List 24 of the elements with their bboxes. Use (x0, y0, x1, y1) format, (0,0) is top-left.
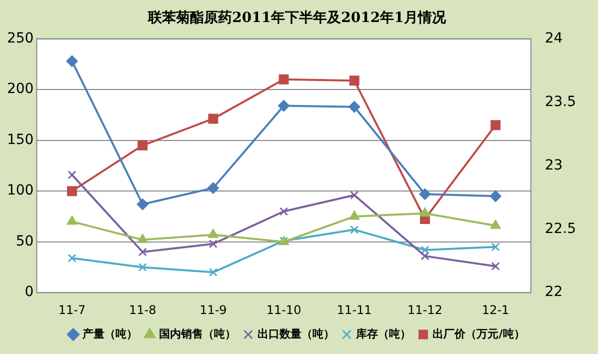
legend-label: 产量（吨） (82, 327, 138, 340)
legend-label: 出厂价（万元/吨） (432, 327, 525, 340)
legend-label: 国内销售（吨） (159, 327, 236, 340)
x-tick-label: 11-7 (58, 302, 86, 317)
legend-label: 库存（吨） (355, 327, 412, 340)
y-tick-label: 100 (6, 182, 34, 199)
y2-tick-label: 22.5 (544, 220, 576, 237)
y-tick-label: 250 (6, 30, 34, 46)
y-tick-label: 150 (6, 132, 34, 148)
y2-tick-label: 22 (544, 284, 563, 300)
y2-tick-label: 24 (544, 30, 563, 46)
chart-title: 联苯菊酯原药2011年下半年及2012年1月情况 (147, 10, 447, 26)
x-tick-label: 12-1 (482, 302, 510, 317)
x-tick-label: 11-12 (408, 302, 442, 317)
y-tick-label: 0 (24, 284, 34, 300)
x-tick-label: 11-10 (266, 302, 302, 317)
y-tick-label: 50 (16, 233, 34, 250)
y2-tick-label: 23.5 (544, 94, 576, 110)
x-tick-label: 11-11 (336, 302, 372, 317)
x-tick-label: 11-8 (128, 302, 156, 317)
legend-label: 出口数量（吨） (258, 327, 335, 340)
x-tick-label: 11-9 (200, 302, 227, 317)
y2-tick-label: 23 (544, 157, 563, 174)
y-tick-label: 200 (6, 81, 34, 98)
